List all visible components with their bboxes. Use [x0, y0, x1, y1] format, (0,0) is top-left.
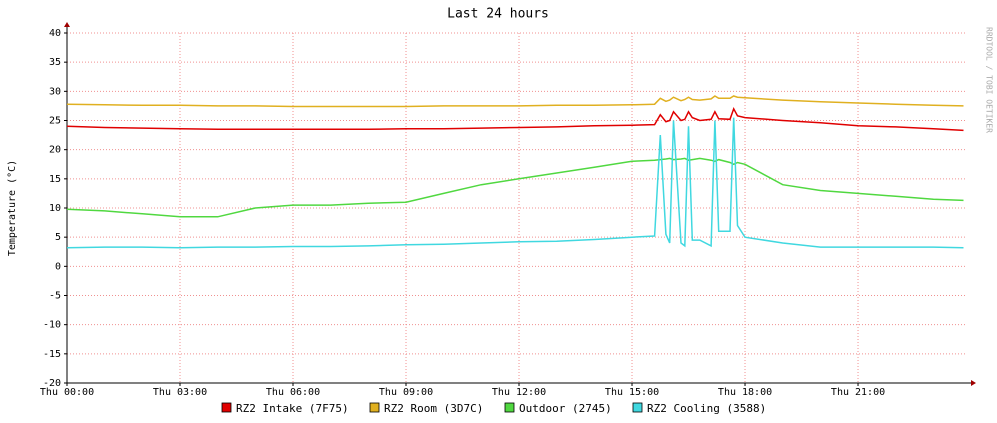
- legend-label: RZ2 Intake (7F75): [236, 402, 349, 415]
- y-tick-label: -15: [43, 349, 61, 360]
- watermark: RRDTOOL / TOBI OETIKER: [985, 27, 994, 133]
- x-tick-label: Thu 03:00: [153, 387, 207, 398]
- legend-swatch: [221, 402, 232, 413]
- series-line: [66, 117, 964, 249]
- y-tick-label: 35: [49, 57, 61, 68]
- legend-label: RZ2 Cooling (3588): [647, 402, 766, 415]
- y-tick-label: 25: [49, 116, 61, 127]
- legend-swatch: [504, 402, 515, 413]
- x-tick-label: Thu 06:00: [266, 387, 320, 398]
- y-tick-label: -20: [43, 378, 61, 389]
- legend-swatch: [632, 402, 643, 413]
- x-tick-label: Thu 09:00: [379, 387, 433, 398]
- y-tick-label: 30: [49, 86, 61, 97]
- legend-label: RZ2 Room (3D7C): [384, 402, 483, 415]
- y-tick-label: 10: [49, 203, 61, 214]
- y-tick-label: 40: [49, 28, 61, 39]
- x-tick-label: Thu 18:00: [718, 387, 772, 398]
- series-line: [66, 157, 964, 218]
- x-tick-label: Thu 15:00: [605, 387, 659, 398]
- x-tick-label: Thu 12:00: [492, 387, 546, 398]
- chart-title: Last 24 hours: [447, 7, 549, 22]
- y-axis-arrow: [64, 22, 70, 27]
- y-tick-label: -10: [43, 320, 61, 331]
- x-tick-label: Thu 00:00: [40, 387, 94, 398]
- y-tick-label: 5: [55, 232, 61, 243]
- y-tick-label: 20: [49, 145, 61, 156]
- y-tick-label: -5: [49, 291, 61, 302]
- legend-swatch: [369, 402, 380, 413]
- y-axis-title: Temperature (°C): [7, 160, 18, 256]
- series-line: [66, 95, 964, 108]
- series-line: [66, 106, 964, 132]
- y-tick-label: 0: [55, 261, 61, 272]
- x-tick-label: Thu 21:00: [831, 387, 885, 398]
- x-axis-arrow: [971, 380, 976, 386]
- y-tick-label: 15: [49, 174, 61, 185]
- legend-label: Outdoor (2745): [519, 402, 612, 415]
